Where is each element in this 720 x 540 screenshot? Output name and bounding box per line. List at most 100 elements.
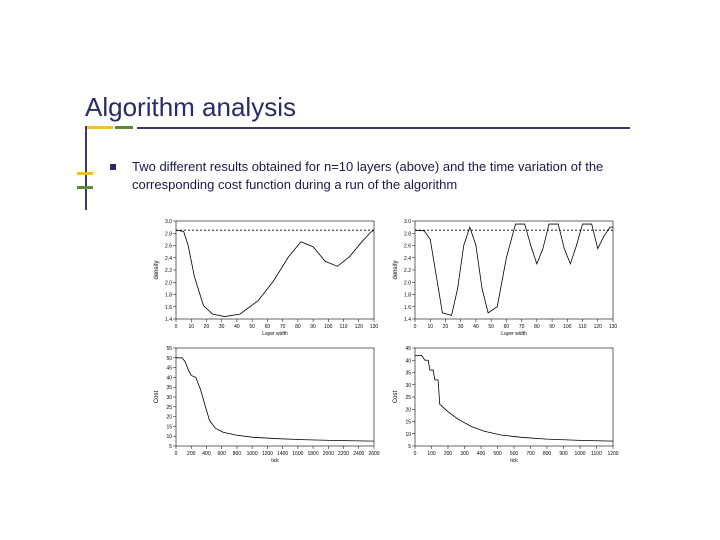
svg-text:600: 600 <box>218 451 227 457</box>
charts-grid: 01020304050607080901001101201301.41.61.8… <box>150 215 620 465</box>
svg-text:40: 40 <box>473 324 479 330</box>
svg-text:120: 120 <box>355 324 364 330</box>
svg-text:40: 40 <box>405 358 411 364</box>
svg-text:100: 100 <box>563 324 572 330</box>
svg-text:2.4: 2.4 <box>404 256 411 262</box>
svg-text:800: 800 <box>233 451 242 457</box>
svg-text:1000: 1000 <box>574 451 585 457</box>
accent-green <box>115 126 133 129</box>
svg-text:30: 30 <box>166 395 172 401</box>
svg-text:0: 0 <box>414 451 417 457</box>
svg-text:90: 90 <box>310 324 316 330</box>
side-vertical-line <box>85 126 87 210</box>
svg-text:1200: 1200 <box>607 451 618 457</box>
svg-text:35: 35 <box>166 385 172 391</box>
svg-text:1.6: 1.6 <box>165 305 172 311</box>
slide: Algorithm analysis Two different results… <box>0 0 720 540</box>
svg-text:130: 130 <box>609 324 618 330</box>
svg-text:10: 10 <box>427 324 433 330</box>
svg-text:25: 25 <box>166 405 172 411</box>
svg-text:70: 70 <box>280 324 286 330</box>
svg-text:20: 20 <box>443 324 449 330</box>
svg-text:50: 50 <box>249 324 255 330</box>
svg-text:2.6: 2.6 <box>404 244 411 250</box>
bullet-row: Two different results obtained for n=10 … <box>110 158 630 193</box>
svg-text:90: 90 <box>549 324 555 330</box>
svg-text:40: 40 <box>166 375 172 381</box>
svg-text:80: 80 <box>534 324 540 330</box>
svg-text:Layer width: Layer width <box>501 331 527 337</box>
underline-line <box>137 127 630 129</box>
svg-text:1600: 1600 <box>292 451 303 457</box>
svg-text:Cost: Cost <box>393 391 399 404</box>
svg-text:1800: 1800 <box>308 451 319 457</box>
svg-text:35: 35 <box>405 371 411 377</box>
svg-text:density: density <box>393 260 399 279</box>
svg-text:Cost: Cost <box>154 391 160 404</box>
svg-text:15: 15 <box>405 420 411 426</box>
svg-text:1200: 1200 <box>262 451 273 457</box>
svg-text:60: 60 <box>265 324 271 330</box>
svg-text:50: 50 <box>488 324 494 330</box>
body: Two different results obtained for n=10 … <box>110 158 630 193</box>
svg-text:2400: 2400 <box>353 451 364 457</box>
svg-text:20: 20 <box>166 415 172 421</box>
svg-text:1.8: 1.8 <box>404 293 411 299</box>
chart-bottom-left: 0200400600800100012001400160018002000220… <box>150 342 381 465</box>
svg-text:5: 5 <box>408 444 411 450</box>
accent-yellow <box>85 126 113 129</box>
svg-text:700: 700 <box>526 451 535 457</box>
title-underline <box>85 126 630 129</box>
svg-text:0: 0 <box>175 324 178 330</box>
svg-text:45: 45 <box>405 346 411 352</box>
svg-text:400: 400 <box>202 451 211 457</box>
svg-text:2000: 2000 <box>323 451 334 457</box>
chart-bottom-right: 0100200300400500600700800900100011001200… <box>389 342 620 465</box>
svg-text:120: 120 <box>594 324 603 330</box>
svg-text:2.8: 2.8 <box>165 231 172 237</box>
svg-text:130: 130 <box>370 324 379 330</box>
svg-text:600: 600 <box>510 451 519 457</box>
bullet-icon <box>110 164 116 170</box>
svg-text:100: 100 <box>427 451 436 457</box>
chart-top-right: 01020304050607080901001101201301.41.61.8… <box>389 215 620 338</box>
svg-text:3.0: 3.0 <box>165 219 172 225</box>
svg-text:0: 0 <box>414 324 417 330</box>
svg-text:2.4: 2.4 <box>165 256 172 262</box>
svg-text:0: 0 <box>175 451 178 457</box>
svg-text:2.2: 2.2 <box>404 268 411 274</box>
svg-text:30: 30 <box>405 383 411 389</box>
svg-text:50: 50 <box>166 356 172 362</box>
svg-text:15: 15 <box>166 424 172 430</box>
svg-text:1400: 1400 <box>277 451 288 457</box>
svg-text:1.8: 1.8 <box>165 293 172 299</box>
svg-text:2600: 2600 <box>368 451 379 457</box>
svg-text:110: 110 <box>340 324 348 330</box>
svg-text:40: 40 <box>234 324 240 330</box>
svg-text:30: 30 <box>219 324 225 330</box>
svg-text:300: 300 <box>460 451 469 457</box>
svg-text:10: 10 <box>405 432 411 438</box>
svg-text:55: 55 <box>166 346 172 352</box>
svg-text:2.2: 2.2 <box>165 268 172 274</box>
svg-text:2.0: 2.0 <box>165 280 172 286</box>
svg-text:900: 900 <box>559 451 568 457</box>
svg-text:100: 100 <box>324 324 333 330</box>
svg-text:400: 400 <box>477 451 486 457</box>
svg-text:200: 200 <box>187 451 196 457</box>
svg-text:30: 30 <box>458 324 464 330</box>
svg-text:80: 80 <box>295 324 301 330</box>
svg-text:20: 20 <box>204 324 210 330</box>
svg-text:60: 60 <box>504 324 510 330</box>
svg-text:800: 800 <box>543 451 552 457</box>
svg-text:density: density <box>154 260 160 279</box>
svg-text:1000: 1000 <box>247 451 258 457</box>
svg-text:1.4: 1.4 <box>165 317 172 323</box>
svg-text:1.6: 1.6 <box>404 305 411 311</box>
svg-text:20: 20 <box>405 407 411 413</box>
svg-text:2.0: 2.0 <box>404 280 411 286</box>
svg-text:10: 10 <box>166 434 172 440</box>
svg-text:tick: tick <box>510 458 518 464</box>
svg-text:1.4: 1.4 <box>404 317 411 323</box>
slide-title: Algorithm analysis <box>85 92 296 123</box>
